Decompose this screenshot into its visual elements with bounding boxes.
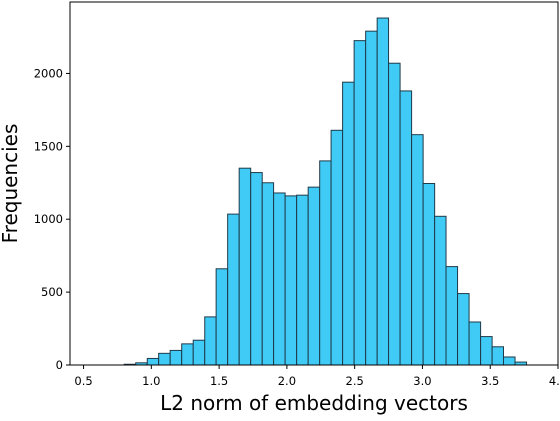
y-tick-label: 2000 — [34, 66, 63, 80]
histogram-bar-9 — [227, 213, 240, 366]
histogram-bar-26 — [422, 183, 436, 366]
histogram-bar-14 — [284, 195, 298, 366]
histogram-bar-30 — [468, 321, 482, 366]
histogram-bar-4 — [169, 349, 183, 366]
x-axis-title: L2 norm of embedding vectors — [160, 391, 468, 415]
histogram-bar-16 — [307, 186, 321, 366]
histogram-bar-15 — [296, 194, 309, 366]
y-tick-label: 1000 — [34, 212, 63, 226]
histogram-bar-2 — [146, 357, 160, 366]
x-tick-label: 3.0 — [413, 374, 431, 388]
histogram-bar-12 — [261, 182, 275, 366]
histogram-bar-8 — [215, 268, 229, 366]
bars-layer — [123, 17, 528, 366]
histogram-bar-21 — [365, 30, 378, 366]
histogram-bar-10 — [238, 167, 252, 366]
x-tick-label: 3.5 — [481, 374, 499, 388]
histogram-bar-3 — [158, 352, 171, 366]
histogram-bar-7 — [204, 316, 217, 366]
histogram-bar-20 — [353, 40, 367, 366]
y-tick-label: 1500 — [34, 139, 63, 153]
histogram-bar-33 — [503, 356, 516, 366]
histogram-bar-18 — [330, 129, 344, 366]
histogram-bar-29 — [457, 293, 470, 366]
histogram-bar-27 — [434, 215, 447, 366]
histogram-bar-28 — [445, 266, 459, 366]
y-axis-title: Frequencies — [0, 124, 22, 244]
plot-frame — [69, 1, 559, 366]
histogram-bar-32 — [491, 346, 505, 366]
histogram-bar-22 — [376, 17, 390, 366]
x-tick-label: 0.5 — [74, 374, 92, 388]
histogram-bar-19 — [342, 81, 355, 366]
histogram-bar-17 — [319, 160, 332, 366]
x-tick-label: 1.0 — [142, 374, 160, 388]
histogram-bar-23 — [388, 62, 401, 366]
x-tick-label: 2.5 — [346, 374, 364, 388]
x-tick-label: 4.0 — [549, 374, 560, 388]
histogram-bar-25 — [411, 134, 424, 366]
histogram-bar-13 — [273, 192, 286, 366]
x-tick-label: 1.5 — [210, 374, 228, 388]
histogram-bar-6 — [192, 339, 206, 366]
histogram-bar-5 — [181, 343, 194, 366]
histogram-bar-11 — [250, 172, 263, 366]
histogram-bar-31 — [480, 336, 493, 366]
histogram-bar-24 — [399, 90, 413, 366]
y-tick-label: 500 — [41, 285, 63, 299]
y-tick-label: 0 — [56, 358, 63, 372]
ticks-layer: 0.5 1.0 1.5 2.0 2.5 3.0 3.5 4.0 0 500 1000 1500 2000 — [34, 66, 560, 388]
x-tick-label: 2.0 — [278, 374, 296, 388]
